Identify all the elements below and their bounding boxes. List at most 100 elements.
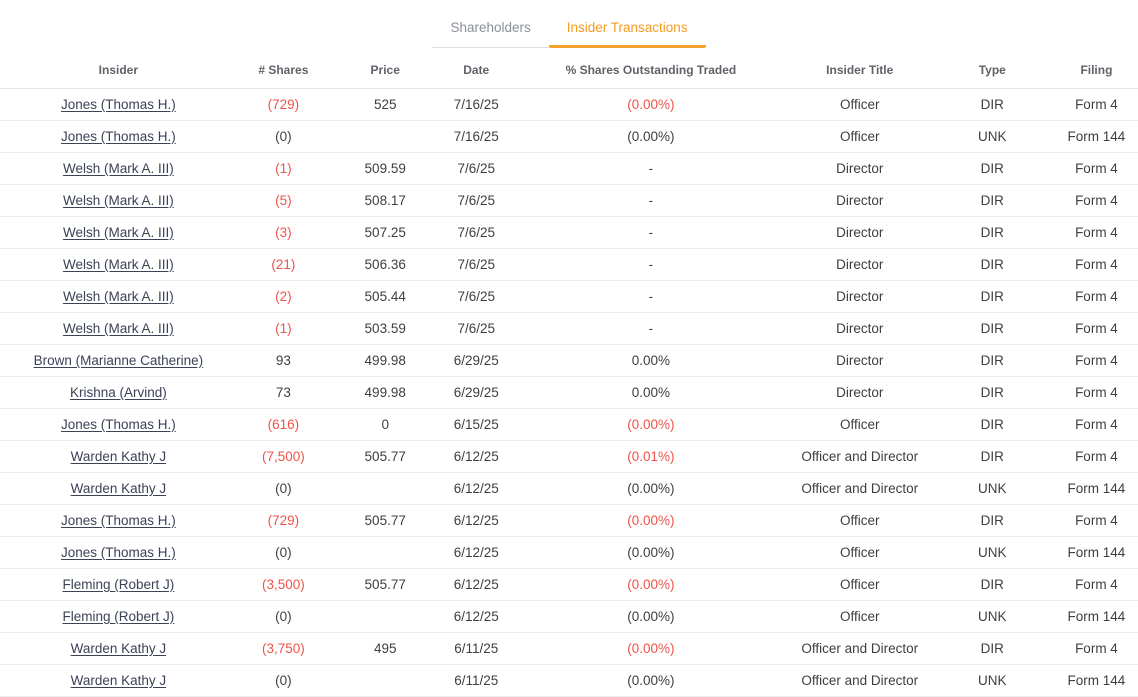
price-cell: 0 [330,408,441,441]
table-row: Jones (Thomas H.) (0) 6/12/25 (0.00%) Of… [0,536,1138,569]
insider-link[interactable]: Welsh (Mark A. III) [62,256,174,272]
insider-link[interactable]: Welsh (Mark A. III) [62,320,174,336]
type-cell: DIR [929,568,1055,601]
table-row: Fleming (Robert J) (0) 6/12/25 (0.00%) O… [0,600,1138,633]
date-cell: 6/12/25 [440,600,513,633]
pct-cell: (0.00%) [512,632,790,665]
title-cell: Director [789,184,930,217]
filing-cell: Form 144 [1054,120,1138,153]
insider-link[interactable]: Warden Kathy J [70,480,167,496]
date-cell: 7/6/25 [440,152,513,185]
title-cell: Officer and Director [789,472,930,505]
date-cell: 7/6/25 [440,216,513,249]
insider-link[interactable]: Welsh (Mark A. III) [62,192,174,208]
price-cell: 495 [330,632,441,665]
filing-cell: Form 4 [1054,440,1138,473]
filing-cell: Form 4 [1054,248,1138,281]
shares-cell: (7,500) [236,440,331,473]
type-cell: UNK [929,120,1055,153]
date-cell: 6/12/25 [440,440,513,473]
title-cell: Officer [789,408,930,441]
pct-cell: 0.00% [512,376,790,409]
date-cell: 7/6/25 [440,280,513,313]
insider-cell: Brown (Marianne Catherine) [0,344,237,377]
pct-cell: - [512,248,790,281]
date-cell: 7/6/25 [440,248,513,281]
insider-cell: Jones (Thomas H.) [0,88,237,121]
column-header-shares: # Shares [236,52,331,89]
type-cell: DIR [929,280,1055,313]
price-cell [330,600,441,633]
pct-cell: (0.00%) [512,408,790,441]
filing-cell: Form 144 [1054,664,1138,697]
insider-cell: Warden Kathy J [0,472,237,505]
filing-cell: Form 144 [1054,536,1138,569]
title-cell: Officer [789,568,930,601]
insider-cell: Welsh (Mark A. III) [0,216,237,249]
table-row: Brown (Marianne Catherine) 93 499.98 6/2… [0,344,1138,377]
date-cell: 6/12/25 [440,472,513,505]
title-cell: Officer [789,536,930,569]
filing-cell: Form 4 [1054,312,1138,345]
type-cell: UNK [929,600,1055,633]
tab-insider-transactions[interactable]: Insider Transactions [548,10,706,48]
insider-link[interactable]: Welsh (Mark A. III) [62,224,174,240]
date-cell: 6/12/25 [440,536,513,569]
filing-cell: Form 4 [1054,344,1138,377]
column-header-pct-traded: % Shares Outstanding Traded [512,52,790,89]
insider-link[interactable]: Krishna (Arvind) [69,384,167,400]
shares-cell: (21) [236,248,331,281]
insider-link[interactable]: Warden Kathy J [70,448,167,464]
type-cell: DIR [929,248,1055,281]
insider-link[interactable]: Jones (Thomas H.) [60,128,176,144]
type-cell: DIR [929,344,1055,377]
insider-link[interactable]: Warden Kathy J [70,672,167,688]
insider-cell: Warden Kathy J [0,664,237,697]
shares-cell: (1) [236,152,331,185]
price-cell: 499.98 [330,344,441,377]
pct-cell: (0.00%) [512,664,790,697]
insider-link[interactable]: Fleming (Robert J) [62,576,175,592]
pct-cell: (0.00%) [512,472,790,505]
price-cell [330,536,441,569]
insider-link[interactable]: Welsh (Mark A. III) [62,160,174,176]
insider-link[interactable]: Jones (Thomas H.) [60,416,176,432]
filing-cell: Form 144 [1054,472,1138,505]
table-row: Welsh (Mark A. III) (21) 506.36 7/6/25 -… [0,248,1138,281]
insider-link[interactable]: Jones (Thomas H.) [60,544,176,560]
shares-cell: (5) [236,184,331,217]
insider-cell: Fleming (Robert J) [0,600,237,633]
date-cell: 7/6/25 [440,184,513,217]
type-cell: DIR [929,184,1055,217]
type-cell: UNK [929,472,1055,505]
price-cell: 499.98 [330,376,441,409]
shares-cell: (0) [236,600,331,633]
filing-cell: Form 144 [1054,600,1138,633]
insider-cell: Krishna (Arvind) [0,376,237,409]
tab-shareholders[interactable]: Shareholders [432,10,549,48]
insider-link[interactable]: Jones (Thomas H.) [60,96,176,112]
table-row: Welsh (Mark A. III) (3) 507.25 7/6/25 - … [0,216,1138,249]
filing-cell: Form 4 [1054,280,1138,313]
title-cell: Officer and Director [789,440,930,473]
title-cell: Director [789,216,930,249]
insider-link[interactable]: Brown (Marianne Catherine) [33,352,204,368]
pct-cell: 0.00% [512,344,790,377]
insider-link[interactable]: Warden Kathy J [70,640,167,656]
title-cell: Director [789,248,930,281]
pct-cell: (0.01%) [512,440,790,473]
date-cell: 6/29/25 [440,344,513,377]
insider-link[interactable]: Welsh (Mark A. III) [62,288,174,304]
pct-cell: - [512,312,790,345]
insider-cell: Fleming (Robert J) [0,568,237,601]
filing-cell: Form 4 [1054,504,1138,537]
table-row: Warden Kathy J (7,500) 505.77 6/12/25 (0… [0,440,1138,473]
type-cell: DIR [929,88,1055,121]
type-cell: UNK [929,664,1055,697]
title-cell: Director [789,376,930,409]
insider-link[interactable]: Fleming (Robert J) [62,608,175,624]
insider-link[interactable]: Jones (Thomas H.) [60,512,176,528]
insider-cell: Welsh (Mark A. III) [0,152,237,185]
price-cell: 503.59 [330,312,441,345]
price-cell [330,120,441,153]
